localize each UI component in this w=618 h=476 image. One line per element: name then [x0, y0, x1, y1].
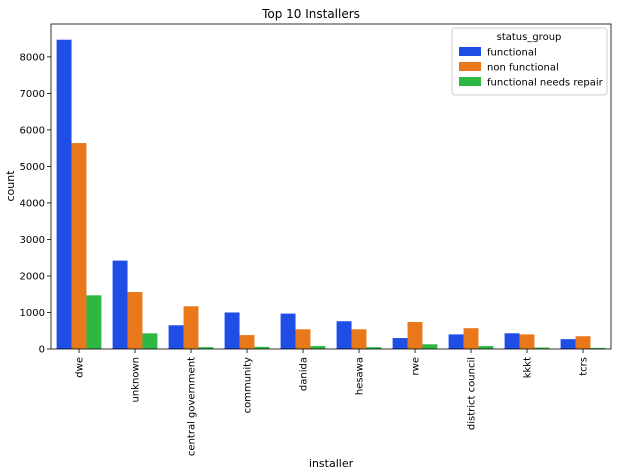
bar [534, 347, 550, 349]
y-tick-label: 7000 [20, 89, 45, 100]
legend-swatch [459, 62, 481, 71]
y-axis: 0 1000 2000 3000 4000 5000 6000 7000 8000 [20, 52, 51, 356]
bar [366, 347, 382, 349]
legend-item-label: non functional [487, 63, 559, 74]
bar [112, 260, 128, 349]
bar [198, 347, 214, 349]
bar [478, 346, 494, 349]
bar [71, 143, 87, 349]
bar [280, 313, 296, 349]
bar [127, 292, 143, 349]
x-tick-label: hesawa [355, 357, 366, 395]
plot-frame [50, 23, 612, 350]
bar [504, 333, 520, 349]
y-tick-label: 3000 [20, 235, 45, 246]
legend-swatch [459, 77, 481, 86]
x-tick-label: kkkt [523, 357, 534, 378]
bar [422, 344, 438, 349]
x-tick-label: unknown [131, 357, 142, 402]
y-tick-label: 2000 [20, 271, 45, 282]
x-axis: dwe unknown central government community dan… [75, 349, 590, 456]
legend: status_group functional non functional fun… [451, 27, 608, 96]
y-tick-label: 4000 [20, 198, 45, 209]
y-tick-label: 5000 [20, 162, 45, 173]
bar [295, 329, 311, 349]
bar [590, 347, 606, 349]
y-tick-label: 8000 [20, 52, 45, 63]
bar [407, 321, 423, 349]
legend-item-label: functional [487, 48, 537, 59]
y-axis-label: count [4, 170, 17, 202]
legend-swatch [459, 47, 481, 56]
bar [254, 346, 270, 349]
y-tick-label: 0 [39, 345, 45, 356]
bar [336, 321, 352, 349]
legend-item-label: functional needs repair [487, 78, 604, 89]
legend-frame [451, 27, 608, 96]
bar [183, 306, 199, 349]
bar [560, 339, 576, 349]
chart-title: Top 10 Installers [261, 7, 360, 21]
bar [56, 39, 72, 350]
bar [168, 325, 184, 349]
x-tick-label: tcrs [579, 357, 590, 376]
y-tick-label: 6000 [20, 125, 45, 136]
x-axis-label: installer [309, 457, 354, 470]
bar [448, 334, 464, 349]
x-tick-label: central government [187, 357, 198, 456]
bar [86, 295, 102, 349]
legend-title: status_group [497, 32, 562, 43]
bar [392, 338, 408, 349]
x-tick-label: dwe [75, 357, 86, 378]
y-tick-label: 1000 [20, 308, 45, 319]
bar [351, 329, 367, 349]
bar [519, 334, 535, 349]
bar [310, 346, 326, 349]
x-tick-label: rwe [411, 357, 422, 375]
bar [142, 333, 158, 349]
bar [575, 336, 591, 349]
bar [224, 312, 240, 349]
x-tick-label: danida [299, 357, 310, 391]
bars [56, 39, 606, 350]
bar [239, 335, 255, 349]
bar [463, 328, 479, 349]
x-tick-label: community [243, 357, 254, 413]
x-tick-label: district council [467, 357, 478, 430]
